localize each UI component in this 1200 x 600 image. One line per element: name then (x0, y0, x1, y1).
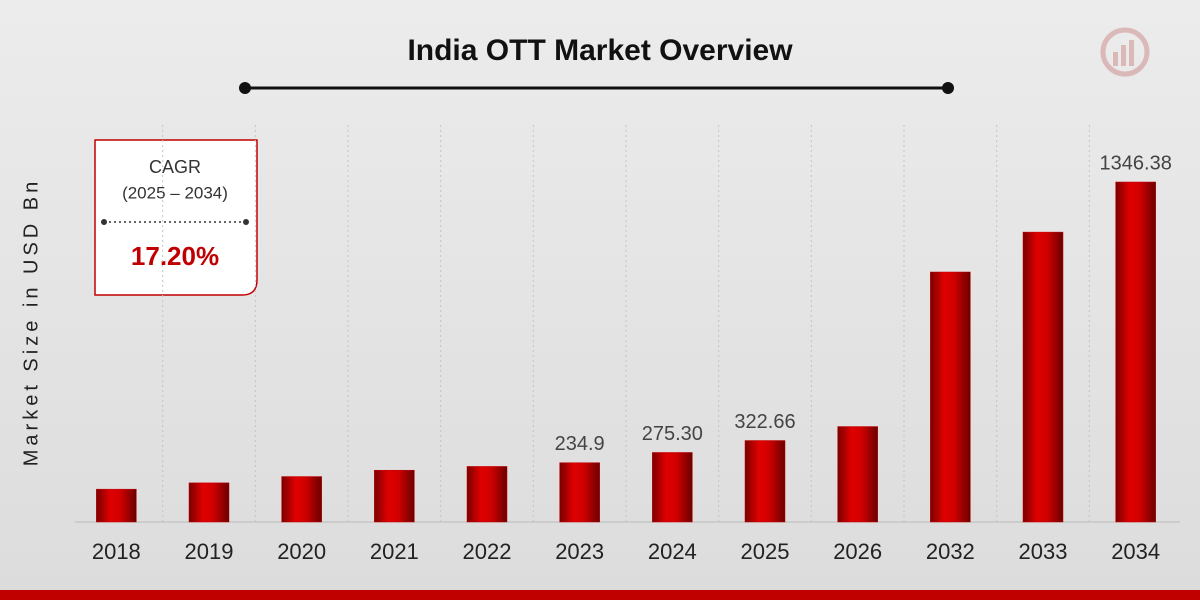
y-axis-label: Market Size in USD Bn (20, 178, 42, 467)
x-tick-label: 2026 (833, 539, 882, 564)
x-tick-label: 2032 (926, 539, 975, 564)
bar (1022, 231, 1064, 523)
x-tick-label: 2018 (92, 539, 141, 564)
x-tick-label: 2034 (1111, 539, 1160, 564)
x-tick-label: 2020 (277, 539, 326, 564)
value-label: 1346.38 (1100, 152, 1172, 174)
x-tick-label: 2033 (1019, 539, 1068, 564)
bar (281, 476, 322, 523)
divider-dot (101, 219, 107, 225)
bar (374, 469, 415, 523)
divider-dot (243, 219, 249, 225)
x-tick-label: 2024 (648, 539, 697, 564)
logo (1100, 27, 1150, 77)
bar (837, 426, 878, 523)
cagr-label: CAGR (149, 157, 201, 177)
cagr-box: CAGR (2025 – 2034) 17.20% (94, 139, 258, 296)
value-label: 234.9 (555, 433, 605, 455)
bar (1115, 181, 1156, 523)
bottom-stripe (0, 590, 1200, 600)
bar (466, 466, 508, 523)
bar (930, 271, 971, 523)
bar (96, 488, 137, 523)
cagr-value: 17.20% (131, 241, 219, 271)
x-tick-label: 2019 (185, 539, 234, 564)
x-tick-label: 2023 (555, 539, 604, 564)
chart-title: India OTT Market Overview (407, 34, 793, 67)
x-tick-label: 2021 (370, 539, 419, 564)
cagr-panel (94, 139, 258, 296)
bar (188, 482, 230, 523)
value-label: 275.30 (642, 423, 703, 445)
x-tick-label: 2022 (463, 539, 512, 564)
bar (652, 452, 693, 523)
bar (559, 462, 600, 523)
cagr-period: (2025 – 2034) (122, 183, 228, 202)
rule-dot (239, 82, 251, 94)
value-label: 322.66 (734, 411, 795, 433)
bar (744, 440, 786, 523)
x-tick-label: 2025 (741, 539, 790, 564)
rule-dot (942, 82, 954, 94)
